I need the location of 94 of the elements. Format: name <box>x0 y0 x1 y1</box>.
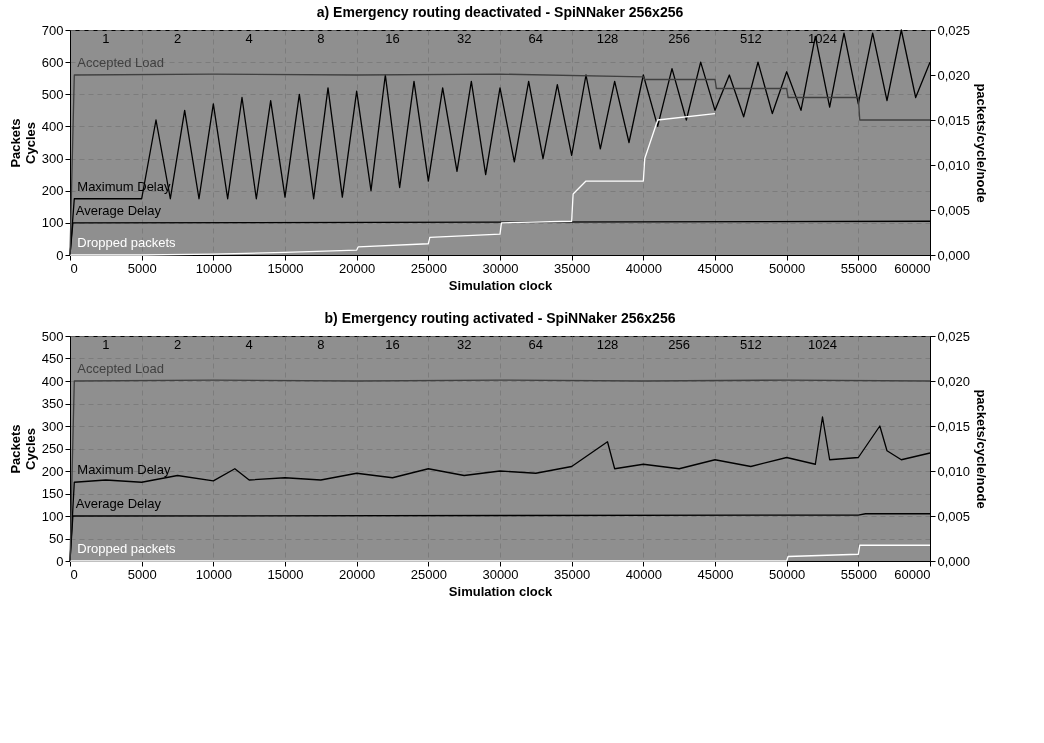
y2-tick-label: 0,010 <box>937 157 971 173</box>
series-label: Maximum Delay <box>77 462 171 478</box>
annotation: 1024 <box>808 337 837 352</box>
x-tick-label: 15000 <box>267 566 304 582</box>
x-tick-label: 30000 <box>482 566 519 582</box>
y-tick-label: 500 <box>41 328 64 344</box>
annotation: 2 <box>173 337 182 352</box>
y-tick-label: 50 <box>49 531 64 546</box>
x-tick-label: 10000 <box>195 566 232 582</box>
series-label: Dropped packets <box>77 541 177 556</box>
x-tick-label: 35000 <box>554 566 591 582</box>
x-tick-label: 35000 <box>554 260 591 276</box>
x-tick-label: 45000 <box>697 260 734 276</box>
annotation: 512 <box>739 337 762 352</box>
annotation: 8 <box>317 31 325 46</box>
y-tick-label: 100 <box>41 215 64 231</box>
y2-tick-label: 0,010 <box>937 463 971 479</box>
x-tick-label: 40000 <box>625 566 662 582</box>
x-tick-label: 30000 <box>482 260 519 276</box>
y2-tick-label: 0,000 <box>937 553 971 569</box>
y-tick-label: 450 <box>41 351 64 366</box>
y2-tick-label: 0,005 <box>937 202 971 218</box>
x-tick-label: 40000 <box>625 260 662 276</box>
annotation: 128 <box>596 31 619 46</box>
annotation: 256 <box>668 337 691 352</box>
annotation: 64 <box>528 31 544 46</box>
annotation: 2 <box>173 31 182 46</box>
y2-axis-title: packets/cycle/node <box>974 83 990 203</box>
x-tick-label: 25000 <box>410 260 447 276</box>
annotation: 16 <box>385 31 400 46</box>
y-tick-label: 400 <box>41 118 64 134</box>
x-tick-label: 50000 <box>769 566 806 582</box>
y-tick-label: 200 <box>41 463 64 479</box>
x-tick-label: 45000 <box>697 566 734 582</box>
y-tick-label: 200 <box>41 183 64 199</box>
y-tick-label: 150 <box>41 486 64 501</box>
y2-axis-title: packets/cycle/node <box>974 389 990 509</box>
annotation: 1024 <box>808 31 837 46</box>
x-tick-label: 5000 <box>127 566 157 582</box>
x-tick-label: 10000 <box>195 260 232 276</box>
annotation: 4 <box>245 31 253 46</box>
y-tick-label: 0 <box>56 247 64 263</box>
y-axis-title: Packets Cycles <box>7 424 38 474</box>
x-tick-label: 15000 <box>267 260 304 276</box>
y-tick-label: 700 <box>41 22 64 38</box>
series-label: Average Delay <box>75 496 162 511</box>
annotation: 8 <box>317 337 325 352</box>
x-tick-label: 0 <box>70 260 78 276</box>
y2-tick-label: 0,020 <box>937 67 971 83</box>
annotation: 64 <box>528 337 544 352</box>
y2-tick-label: 0,025 <box>937 328 971 344</box>
y-tick-label: 100 <box>41 508 64 524</box>
x-tick-label: 20000 <box>339 566 376 582</box>
x-tick-label: 55000 <box>840 260 877 276</box>
y2-tick-label: 0,025 <box>937 22 971 38</box>
y-tick-label: 350 <box>41 396 64 411</box>
y2-tick-label: 0,015 <box>937 418 971 434</box>
annotation: 32 <box>456 31 472 46</box>
series-label: Accepted Load <box>77 361 165 376</box>
x-tick-label: 60000 <box>894 566 931 582</box>
x-tick-label: 60000 <box>894 260 931 276</box>
annotation: 32 <box>456 337 472 352</box>
x-tick-label: 50000 <box>769 260 806 276</box>
x-tick-label: 5000 <box>127 260 157 276</box>
chart-title: b) Emergency routing activated - SpiNNaker 256x256 <box>324 310 676 326</box>
annotation: 16 <box>385 337 400 352</box>
y-tick-label: 600 <box>41 54 64 70</box>
annotation: 128 <box>596 337 619 352</box>
y-tick-label: 0 <box>56 553 64 569</box>
x-tick-label: 25000 <box>410 566 447 582</box>
annotation: 256 <box>668 31 691 46</box>
y2-tick-label: 0,000 <box>937 247 971 263</box>
x-tick-label: 55000 <box>840 566 877 582</box>
y-tick-label: 300 <box>41 151 64 167</box>
y-tick-label: 500 <box>41 86 64 102</box>
y-tick-label: 300 <box>41 418 64 434</box>
y2-tick-label: 0,015 <box>937 112 971 128</box>
y-tick-label: 250 <box>41 441 64 456</box>
x-tick-label: 20000 <box>339 260 376 276</box>
annotation: 4 <box>245 337 253 352</box>
annotation: 512 <box>739 31 762 46</box>
y-axis-title: Packets Cycles <box>7 118 38 168</box>
y2-tick-label: 0,005 <box>937 508 971 524</box>
y2-tick-label: 0,020 <box>937 373 971 389</box>
series-label: Dropped packets <box>77 235 177 250</box>
annotation: 1 <box>102 337 110 352</box>
chart-title: a) Emergency routing deactivated - SpiNNaker 256x256 <box>316 4 684 20</box>
x-axis-title: Simulation clock <box>448 583 553 599</box>
x-axis-title: Simulation clock <box>448 277 553 293</box>
annotation: 1 <box>102 31 110 46</box>
series-label: Average Delay <box>75 202 162 218</box>
y-tick-label: 400 <box>41 373 64 389</box>
series-label: Accepted Load <box>77 55 165 70</box>
x-tick-label: 0 <box>70 566 78 582</box>
